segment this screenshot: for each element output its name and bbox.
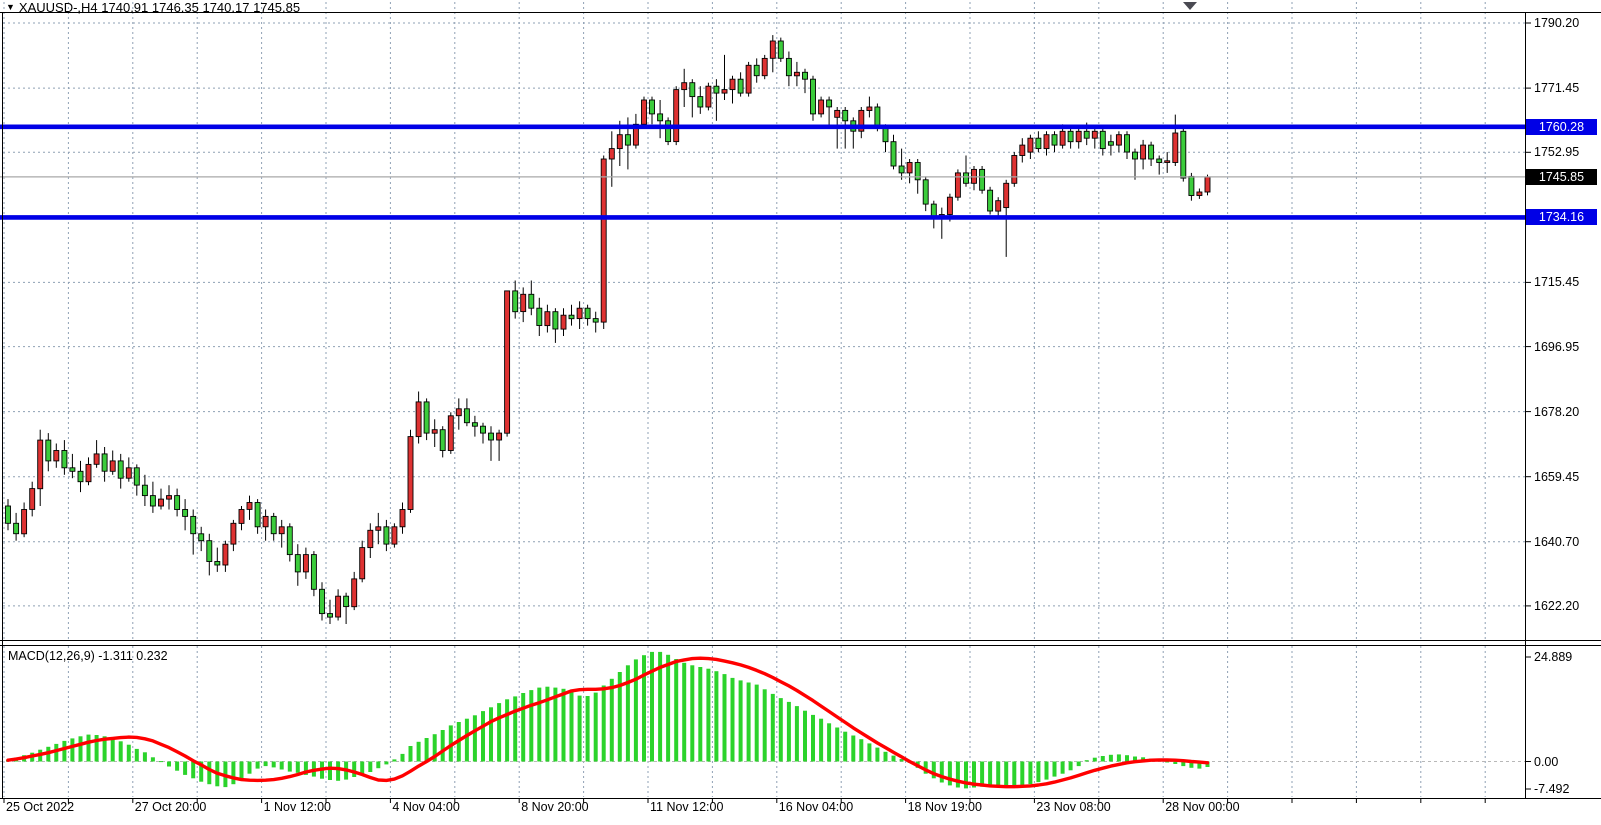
time-axis-label: 16 Nov 04:00 [778, 800, 854, 814]
time-axis-label: 1 Nov 12:00 [263, 800, 332, 814]
time-axis-label: 8 Nov 20:00 [521, 800, 589, 814]
price-tick-label: 1696.95 [1534, 339, 1580, 354]
price-tick-label: 1752.95 [1534, 145, 1580, 160]
time-axis-label: 28 Nov 00:00 [1165, 800, 1240, 814]
level-price-badge: 1734.16 [1526, 209, 1597, 226]
price-tick-label: 1715.45 [1534, 275, 1580, 290]
chart-dropdown-icon[interactable]: ▼ [6, 2, 15, 12]
price-tick-label: 1640.70 [1534, 534, 1580, 549]
price-tick-label: 1659.45 [1534, 469, 1580, 484]
symbol-ohlc-text: XAUUSD-,H4 1740.91 1746.35 1740.17 1745.… [18, 0, 301, 15]
price-tick-label: 1771.45 [1534, 81, 1580, 96]
macd-indicator-label: MACD(12,26,9) -1.311 0.232 [8, 649, 168, 663]
level-price-badge: 1760.28 [1526, 118, 1597, 135]
price-tick-label: 1790.20 [1534, 16, 1580, 30]
macd-signal-line [6, 656, 1210, 789]
macd-tick-label: 24.889 [1534, 650, 1573, 664]
macd-histogram [6, 651, 1210, 789]
price-tick-label: 1622.20 [1534, 598, 1580, 613]
macd-tick-label: 0.00 [1534, 754, 1559, 769]
macd-tick-label: -7.492 [1534, 782, 1570, 796]
chart-shift-marker-icon [1183, 2, 1197, 10]
time-axis-label: 27 Oct 20:00 [134, 800, 207, 814]
candles [5, 35, 1211, 624]
symbol-title[interactable]: ▼ XAUUSD-,H4 1740.91 1746.35 1740.17 1745… [6, 0, 300, 16]
time-axis-label: 4 Nov 04:00 [392, 800, 460, 814]
time-axis-label: 18 Nov 19:00 [907, 800, 982, 814]
bid-price-badge: 1745.85 [1526, 168, 1597, 185]
price-tick-label: 1678.20 [1534, 404, 1580, 419]
time-axis-label: 23 Nov 08:00 [1036, 800, 1111, 814]
time-axis-label: 11 Nov 12:00 [650, 800, 724, 814]
time-axis-label: 25 Oct 2022 [6, 800, 75, 814]
